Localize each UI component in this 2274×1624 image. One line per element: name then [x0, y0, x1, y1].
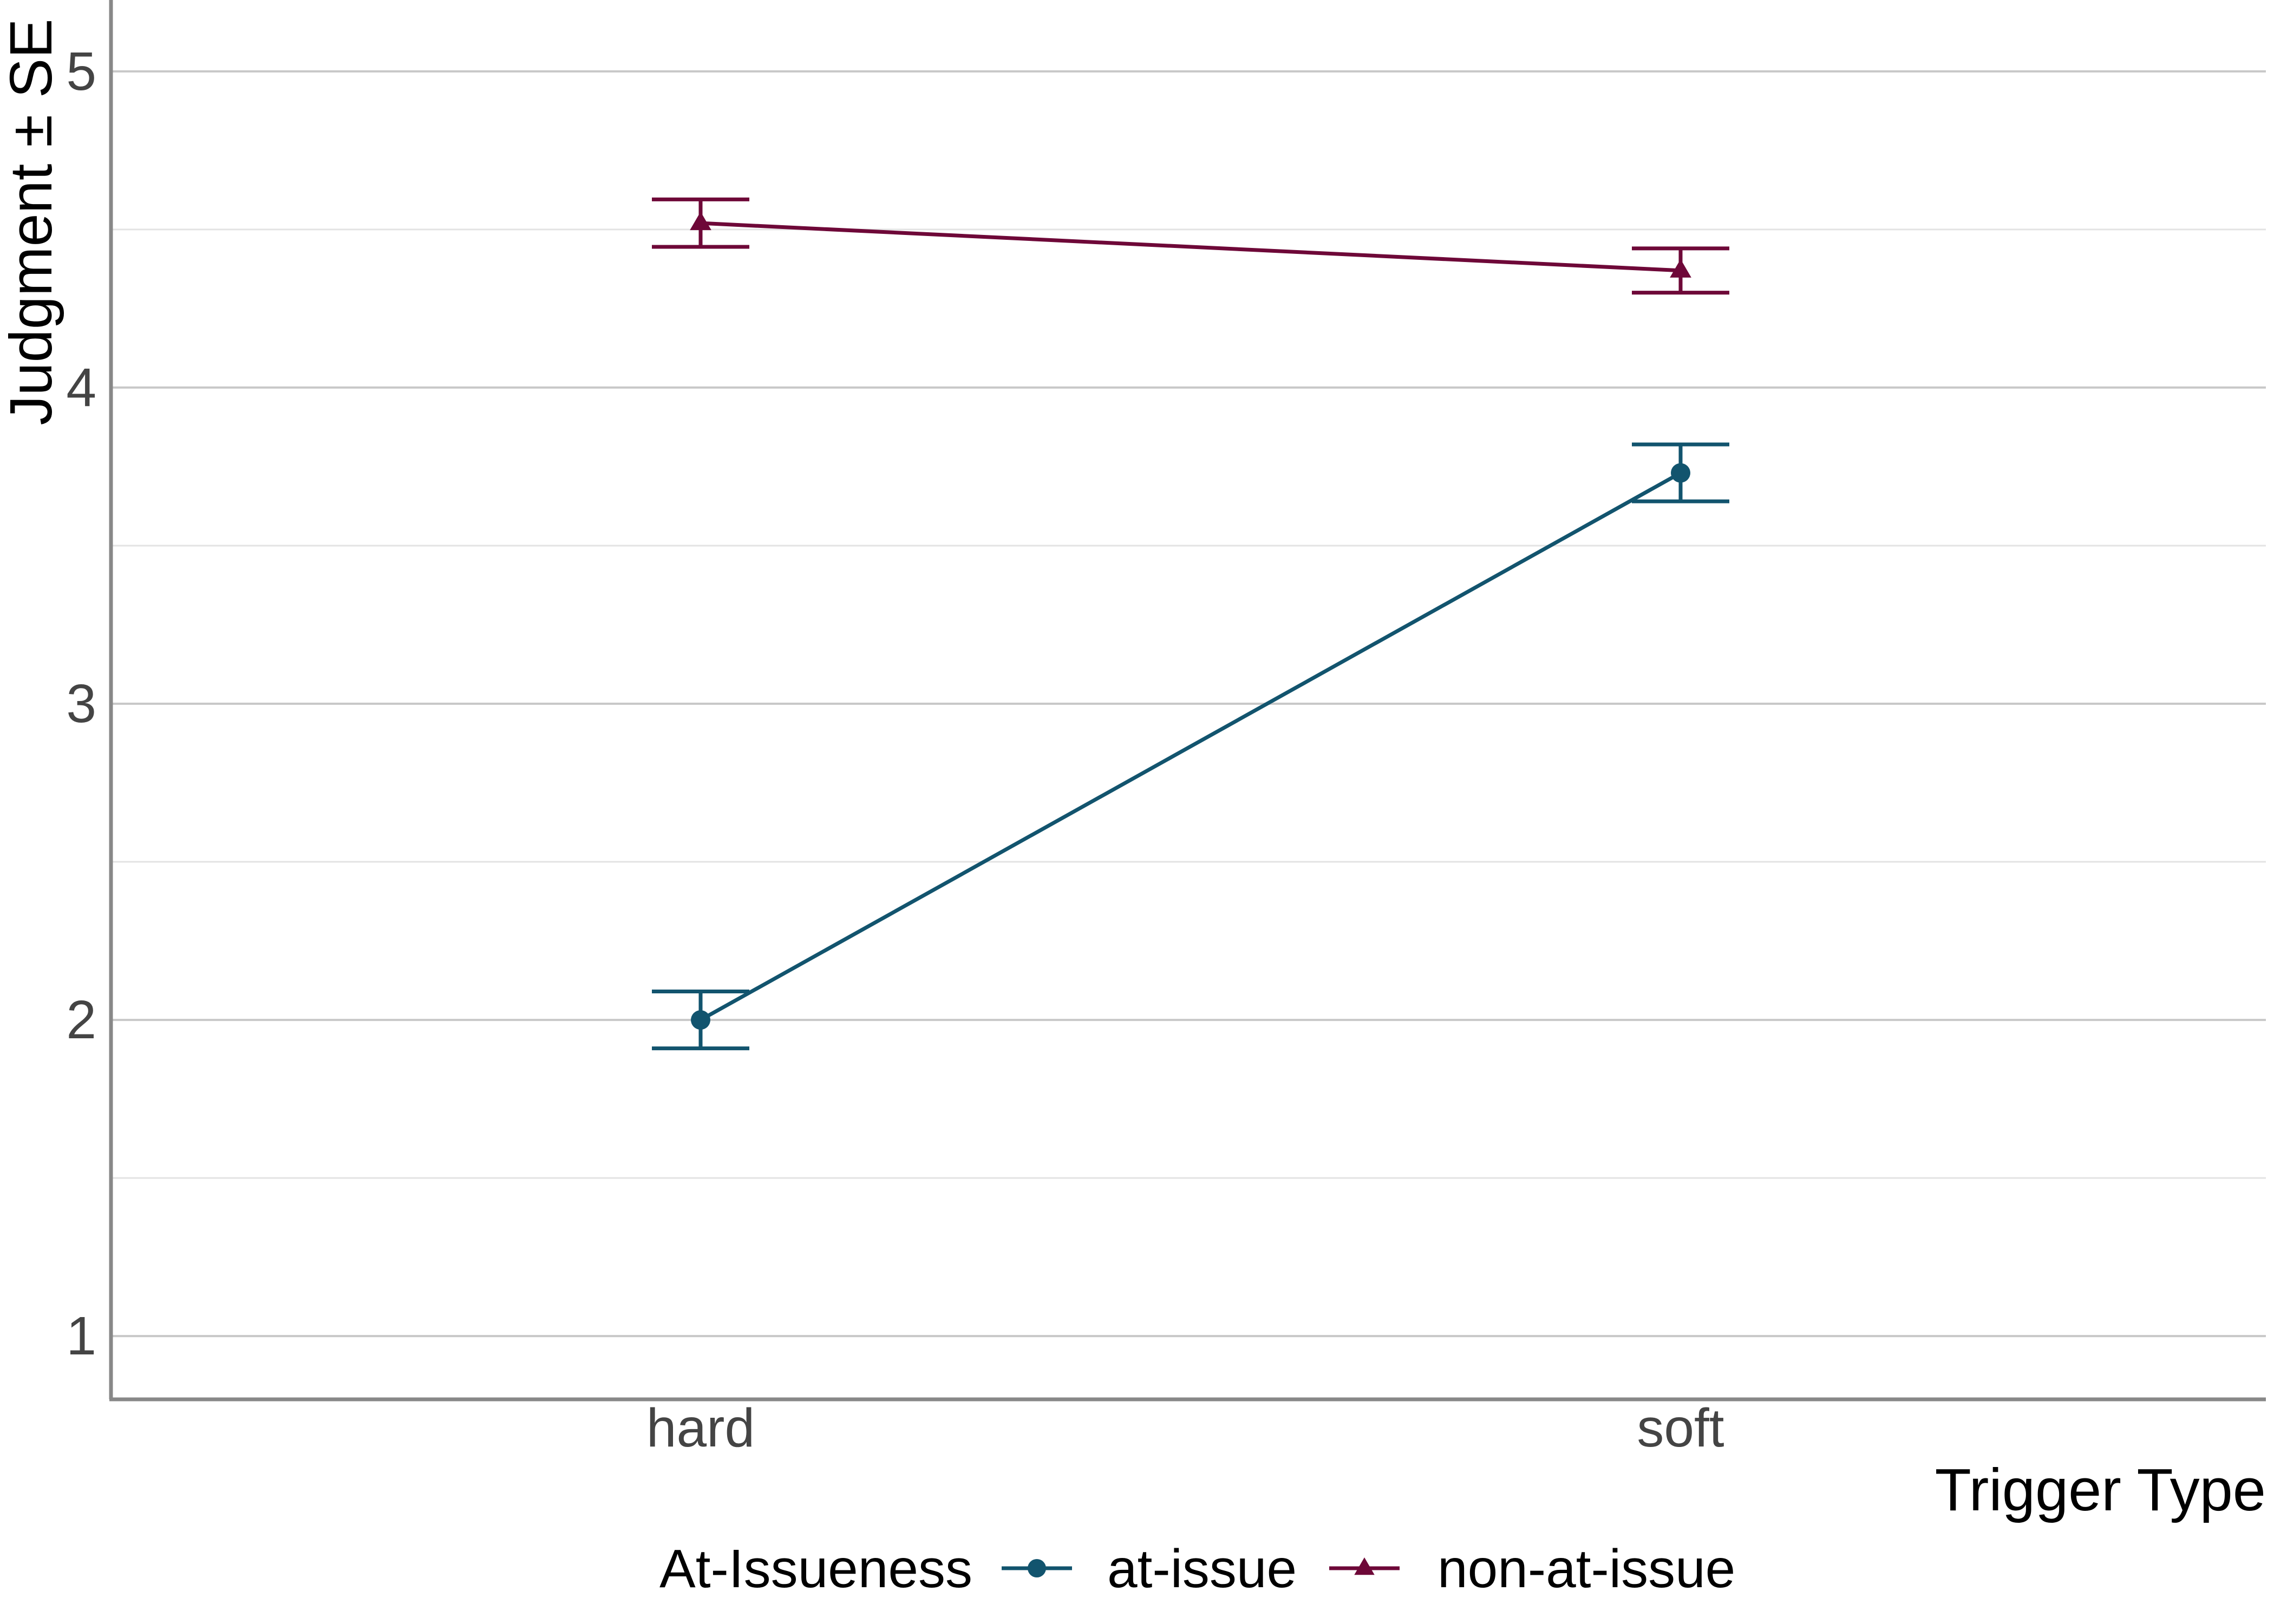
x-axis-title: Trigger Type	[1935, 1457, 2266, 1523]
grid-lines	[111, 70, 2266, 1338]
series-line-at-issue	[700, 471, 1682, 1022]
y-axis-title: Judgment ± SE	[0, 18, 64, 425]
x-tick-label-hard: hard	[646, 1398, 755, 1458]
series-line-non-at-issue	[700, 221, 1681, 273]
y-tick-label: 1	[66, 1306, 96, 1366]
data-series	[652, 197, 1729, 1051]
data-point-at-issue-soft	[1671, 463, 1690, 483]
legend-item-at-issue: at-issue	[1002, 1538, 1297, 1599]
legend-key-marker	[1354, 1557, 1375, 1575]
legend-item-non-at-issue: non-at-issue	[1329, 1538, 1735, 1599]
y-tick-label: 3	[66, 673, 96, 734]
data-point-at-issue-hard	[691, 1010, 710, 1030]
x-tick-label-soft: soft	[1637, 1398, 1724, 1458]
legend-label-at-issue: at-issue	[1107, 1538, 1297, 1599]
y-tick-label: 2	[66, 990, 96, 1050]
legend-label-non-at-issue: non-at-issue	[1437, 1538, 1735, 1599]
axes: 1 2 3 4 5 hard soft	[66, 0, 2266, 1458]
series-at-issue	[652, 442, 1729, 1051]
legend-key-marker	[1028, 1559, 1046, 1577]
y-tick-label: 5	[66, 41, 96, 102]
legend-title: At-Issueness	[659, 1538, 972, 1599]
data-point-non-at-issue-hard	[690, 211, 711, 231]
legend: At-Issueness at-issue non-at-issue	[659, 1538, 1735, 1599]
series-non-at-issue	[652, 197, 1729, 295]
data-point-non-at-issue-soft	[1670, 259, 1691, 278]
y-tick-label: 4	[66, 357, 96, 418]
